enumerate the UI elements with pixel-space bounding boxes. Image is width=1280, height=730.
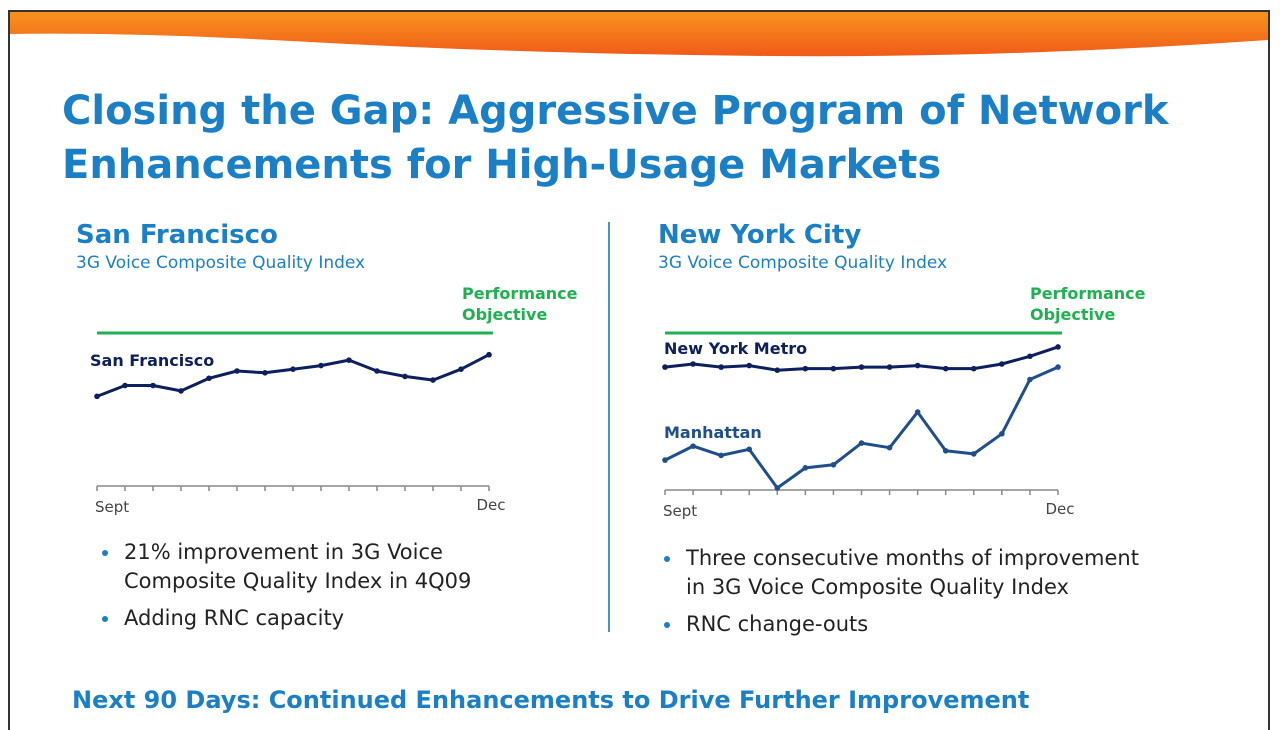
new-york-city-panel: New York City 3G Voice Composite Quality… [658,218,1218,274]
bullet-dot [102,616,108,622]
chart-subtitle-right: 3G Voice Composite Quality Index [658,253,948,273]
bullet-item: Adding RNC capacity [98,604,578,633]
bullet-list-right: Three consecutive months of improvement i… [660,544,1220,647]
san-francisco-panel: San Francisco 3G Voice Composite Quality… [76,218,596,274]
chart-subtitle-left: 3G Voice Composite Quality Index [76,253,366,273]
performance-objective-label-right: Performance Objective [1030,283,1146,325]
bullet-text-line1: Adding RNC capacity [124,606,345,630]
bullet-text-line1: RNC change-outs [686,612,869,636]
slide-title: Closing the Gap: Aggressive Program of N… [62,84,1242,192]
objective-line1-right: Performance [1030,284,1146,303]
performance-objective-label-left: Performance Objective [462,283,578,325]
footer-headline: Next 90 Days: Continued Enhancements to … [72,686,1030,714]
panel-divider [608,222,610,632]
bullet-text-line1: 21% improvement in 3G Voice [124,540,443,564]
city-title-san-francisco: San Francisco [76,220,278,250]
slide-title-line2: Enhancements for High-Usage Markets [62,142,942,188]
bullet-item: Three consecutive months of improvement i… [660,544,1220,602]
bullet-text-line2: in 3G Voice Composite Quality Index [686,575,1069,599]
objective-line2-right: Objective [1030,305,1116,324]
city-title-new-york-city: New York City [658,220,862,250]
bullet-text-line1: Three consecutive months of improvement [686,546,1139,570]
objective-line2-left: Objective [462,305,548,324]
bullet-dot [102,550,108,556]
bullet-dot [664,556,670,562]
bullet-list-left: 21% improvement in 3G Voice Composite Qua… [98,538,578,641]
objective-line1-left: Performance [462,284,578,303]
bullet-text-line2: Composite Quality Index in 4Q09 [124,569,472,593]
bullet-item: RNC change-outs [660,610,1220,639]
bullet-item: 21% improvement in 3G Voice Composite Qua… [98,538,578,596]
slide-title-line1: Closing the Gap: Aggressive Program of N… [62,88,1169,134]
bullet-dot [664,622,670,628]
orange-header-swoosh [10,12,1268,57]
